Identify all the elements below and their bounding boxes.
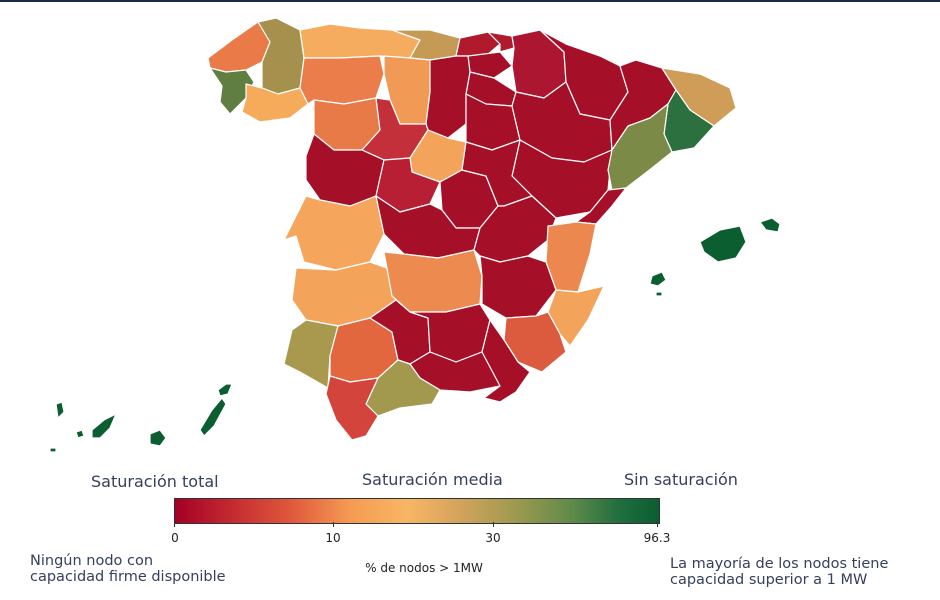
color-scale-title: % de nodos > 1MW — [365, 561, 483, 575]
province-almeria — [481, 319, 531, 403]
tick-label-0: 0 — [171, 531, 179, 545]
island-gran-canaria — [149, 429, 167, 447]
note-left-line-1: Ningún nodo con — [30, 553, 154, 569]
province-huelva — [283, 319, 339, 389]
province-caceres — [283, 195, 385, 271]
note-left-line-2: capacidad firme disponible — [30, 569, 226, 585]
island-lanzarote — [217, 383, 233, 397]
legend-label-saturacion-total: Saturación total — [91, 472, 219, 491]
province-cadiz — [325, 375, 379, 441]
tick-label-30: 30 — [485, 531, 501, 545]
tick-mark-0 — [174, 522, 175, 527]
color-scale-bar — [174, 498, 660, 524]
province-guadalajara — [461, 139, 533, 207]
province-leon — [299, 55, 385, 105]
island-mallorca — [699, 225, 747, 263]
note-right-line-1: La mayoría de los nodos tiene — [670, 556, 889, 572]
province-ourense — [241, 83, 309, 123]
spain-province-map — [49, 17, 781, 453]
island-fuerteventura — [199, 397, 227, 437]
island-ibiza — [649, 271, 667, 287]
province-lugo — [257, 17, 305, 95]
island-la-palma — [55, 401, 65, 419]
island-el-hierro — [49, 447, 57, 453]
tick-mark-10 — [333, 522, 334, 527]
note-left: Ningún nodo con capacidad firme disponib… — [30, 553, 226, 585]
note-right-line-2: capacidad superior a 1 MW — [670, 572, 868, 588]
legend-label-saturacion-media: Saturación media — [362, 470, 503, 489]
province-a-coruna — [207, 19, 271, 73]
tick-mark-96-3 — [657, 522, 658, 527]
tick-label-10: 10 — [325, 531, 341, 545]
island-tenerife — [91, 413, 117, 439]
island-menorca — [759, 217, 781, 233]
province-asturias — [299, 23, 421, 59]
legend-label-sin-saturacion: Sin saturación — [624, 470, 738, 489]
province-vizcaya — [455, 31, 501, 57]
tick-mark-30 — [493, 522, 494, 527]
tick-label-96-3: 96.3 — [643, 531, 671, 545]
top-rule — [0, 0, 940, 2]
island-formentera — [655, 291, 663, 297]
island-la-gomera — [75, 429, 85, 439]
province-guipuzcoa — [487, 31, 515, 53]
province-albacete — [479, 255, 557, 319]
note-right: La mayoría de los nodos tiene capacidad … — [670, 556, 888, 588]
province-burgos — [425, 55, 471, 139]
